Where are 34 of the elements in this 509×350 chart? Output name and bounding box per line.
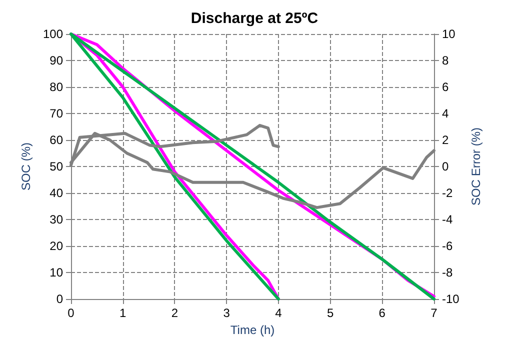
y-tick-label: 60 (50, 133, 64, 147)
y2-tick-label: 4 (442, 106, 449, 120)
y2-tick-label: -4 (442, 212, 453, 226)
y-tick-label: 90 (50, 54, 64, 68)
y2-tick-label: 2 (442, 133, 449, 147)
y2-axis-title: SOC Error (%) (469, 127, 484, 206)
x-tick-label: 3 (223, 306, 230, 320)
x-tick-label: 4 (275, 306, 282, 320)
y-tick-label: 100 (42, 27, 64, 41)
x-tick-label: 2 (171, 306, 178, 320)
x-axis-title: Time (h) (230, 322, 275, 337)
chart-title: Discharge at 25ºC (190, 10, 318, 27)
y-tick-label: 30 (50, 212, 64, 226)
y2-tick-label: 0 (442, 160, 449, 174)
y-tick-label: 40 (50, 186, 64, 200)
y-tick-label: 80 (50, 80, 64, 94)
y2-tick-label: -6 (442, 239, 453, 253)
y2-tick-label: -8 (442, 266, 453, 280)
y-tick-label: 20 (50, 239, 64, 253)
y2-tick-label: 6 (442, 80, 449, 94)
y2-tick-label: 8 (442, 54, 449, 68)
x-tick-label: 6 (378, 306, 386, 320)
y-tick-label: 70 (50, 106, 64, 120)
y2-tick-label: -10 (442, 292, 460, 306)
y-tick-label: 50 (50, 160, 64, 174)
y-tick-label: 10 (50, 266, 64, 280)
x-tick-label: 0 (68, 306, 75, 320)
x-tick-label: 5 (326, 306, 334, 320)
y-tick-label: 0 (56, 292, 64, 306)
y2-tick-label: 10 (442, 27, 456, 41)
x-tick-label: 7 (430, 306, 438, 320)
y-axis-title: SOC (%) (19, 142, 34, 190)
x-tick-label: 1 (120, 306, 127, 320)
y2-tick-label: -2 (442, 186, 453, 200)
